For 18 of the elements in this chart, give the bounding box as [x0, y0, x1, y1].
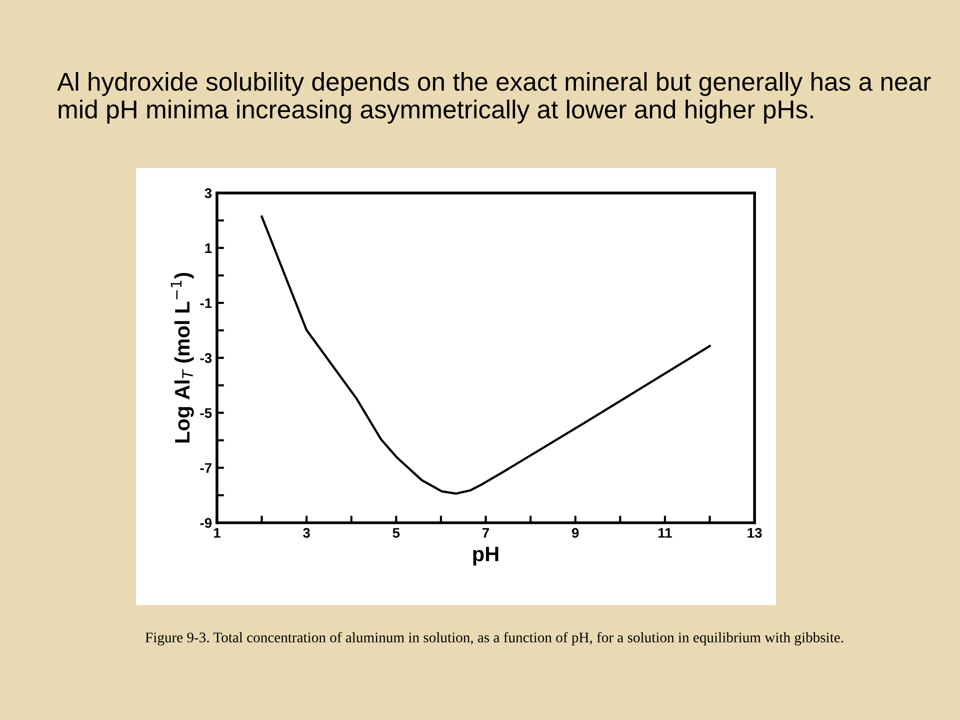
caption: Figure 9-3. Total concentration of aluminum in solution, as a function of pH, for a solution in equilibrium with gibbsite.: [145, 632, 844, 646]
x-tick-label: 11: [658, 528, 672, 538]
x-tick-label: 9: [572, 528, 579, 538]
y-tick-label: -7: [200, 463, 212, 473]
chart-title: Al hydroxide solubility depends on the exact mineral but generally has a near mid pH minima increasing asymmetrically at lower and higher pHs.: [57, 72, 931, 124]
y-tick-label: -5: [200, 408, 212, 418]
y-tick-label: -3: [200, 353, 212, 364]
y-tick-label: -1: [200, 298, 212, 308]
y-tick-label: 3: [204, 188, 212, 198]
x-tick-label: 1: [214, 528, 220, 538]
x-axis-title: pH: [473, 546, 498, 566]
y-tick-label: -9: [200, 518, 212, 528]
x-tick-label: 5: [392, 528, 400, 538]
y-tick-label: 1: [205, 243, 212, 253]
x-tick-label: 13: [748, 528, 762, 538]
x-tick-label: 7: [482, 528, 490, 538]
y-axis-title: Log Al$_{T}$ (mol L$^{−1}$): [170, 272, 194, 442]
x-tick-label: 3: [303, 528, 310, 538]
